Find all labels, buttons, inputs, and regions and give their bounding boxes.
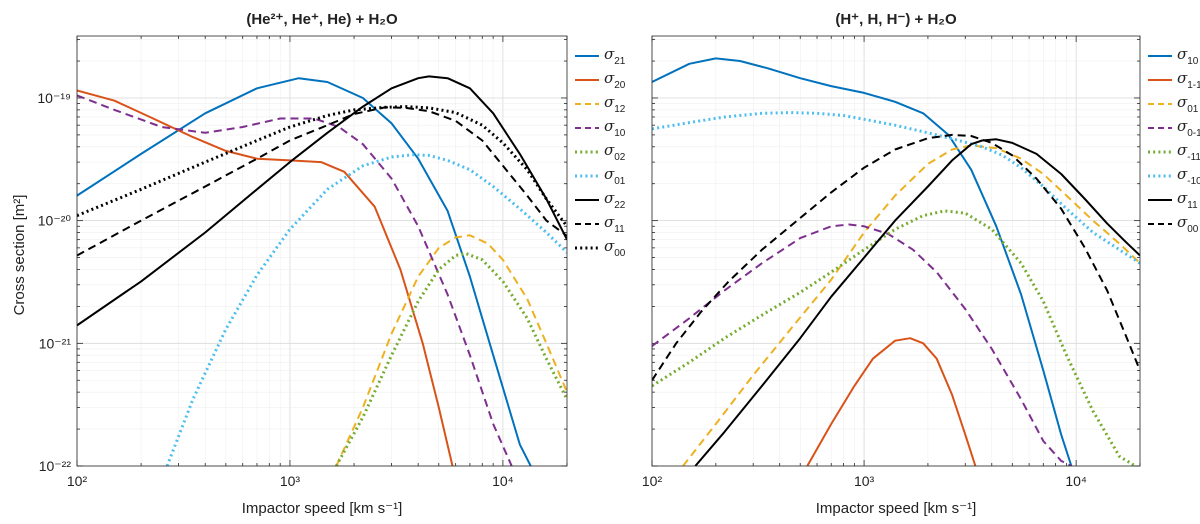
- series-line-σ21: [77, 77, 532, 466]
- y-axis-label: Cross section [m²]: [11, 195, 28, 316]
- right-x-axis-label: Impactor speed [km s⁻¹]: [816, 500, 976, 517]
- legend-entry: σ21: [604, 45, 626, 67]
- series-line-σ01: [682, 144, 1140, 466]
- legend-entry: σ00: [604, 237, 626, 259]
- right-series: [652, 57, 1140, 466]
- legend-entry: σ01: [1177, 93, 1199, 115]
- x-tick-label: 10³: [854, 473, 875, 489]
- legend-entry: σ22: [604, 189, 626, 211]
- series-line-σ11: [694, 138, 1140, 466]
- y-tick-label: 10⁻²¹: [39, 335, 72, 351]
- x-tick-label: 10²: [642, 473, 663, 489]
- series-line-σ00: [652, 133, 1140, 381]
- left-series: [77, 75, 567, 466]
- x-tick-label: 10⁴: [492, 473, 514, 489]
- series-line-σ01: [165, 153, 567, 466]
- right-plot-area: [652, 36, 1140, 466]
- series-line-σ1-1: [806, 337, 977, 466]
- y-tick-label: 10⁻²⁰: [38, 213, 72, 229]
- series-line-σ-11: [652, 209, 1137, 466]
- legend-entry: σ10: [604, 117, 626, 139]
- left-plot-area: [77, 36, 567, 466]
- legend-entry: σ11: [604, 213, 625, 235]
- y-tick-label: 10⁻¹⁹: [37, 90, 71, 106]
- legend-entry: σ1-1: [1177, 69, 1200, 91]
- left-chart-title: (He²⁺, He⁺, He) + H₂O: [246, 11, 398, 28]
- x-tick-label: 10³: [280, 473, 301, 489]
- legend-entry: σ12: [604, 93, 626, 115]
- y-tick-label: 10⁻²²: [39, 458, 72, 474]
- series-line-σ12: [335, 234, 567, 466]
- legend-entry: σ01: [604, 165, 626, 187]
- legend-entry: σ0-1: [1177, 117, 1200, 139]
- legend-entry: σ02: [604, 141, 626, 163]
- x-tick-label: 10⁴: [1065, 473, 1087, 489]
- left-plot-frame: [76, 35, 568, 467]
- legend-entry: σ11: [1177, 189, 1198, 211]
- right-plot-frame: [651, 35, 1141, 467]
- x-tick-label: 10²: [67, 473, 88, 489]
- series-line-σ10: [77, 94, 513, 466]
- right-chart-title: (H⁺, H, H⁻) + H₂O: [835, 11, 957, 28]
- left-x-axis-label: Impactor speed [km s⁻¹]: [242, 500, 402, 517]
- series-line-σ-10: [652, 111, 1140, 265]
- series-line-σ00: [77, 105, 567, 228]
- legend-entry: σ-10: [1177, 165, 1200, 187]
- left-ticks: 10² 10³ 10⁴ 10⁻²² 10⁻²¹ 10⁻²⁰ 10⁻¹⁹: [37, 36, 568, 489]
- right-grid: [651, 36, 1141, 467]
- legend-entry: σ-11: [1177, 141, 1200, 163]
- legend-entry: σ10: [1177, 45, 1199, 67]
- legend-entry: σ00: [1177, 213, 1199, 235]
- series-line-σ10: [652, 57, 1073, 466]
- legend-entry: σ20: [604, 69, 626, 91]
- series-line-σ20: [77, 89, 454, 466]
- series-line-σ22: [77, 75, 567, 327]
- right-ticks: 10² 10³ 10⁴: [642, 36, 1141, 489]
